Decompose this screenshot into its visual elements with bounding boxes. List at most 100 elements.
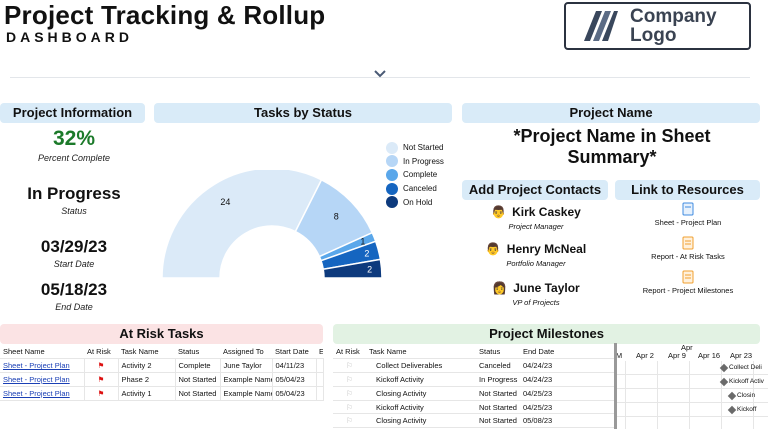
milestone-diamond[interactable]: [719, 363, 729, 373]
contact-role: VP of Projects: [512, 298, 560, 307]
sheet-link[interactable]: Sheet - Project Plan: [0, 386, 85, 401]
milestone-diamond[interactable]: [727, 405, 737, 415]
tasks-by-status-header: Tasks by Status: [154, 103, 452, 123]
gantt-month-label: Apr: [681, 343, 693, 352]
column-header[interactable]: Sheet Name: [0, 345, 84, 360]
start-date-caption: Start Date: [53, 259, 95, 269]
assigned-cell[interactable]: Example Name: [220, 386, 273, 401]
avatar-icon: 👨: [491, 205, 507, 219]
sheet-icon: [682, 202, 694, 216]
gantt-row[interactable]: Kickoff Activ: [617, 375, 768, 389]
resource-link-label[interactable]: Report - Project Milestones: [642, 286, 734, 295]
chart-slice-not-started[interactable]: [161, 170, 323, 279]
end-date-cell[interactable]: 04/25/23: [520, 386, 615, 401]
at-risk-flag-icon[interactable]: ⚐: [333, 413, 366, 429]
at-risk-flag-icon[interactable]: ⚑: [84, 386, 119, 401]
status-cell[interactable]: Not Started: [175, 386, 221, 401]
status-value: In Progress: [27, 184, 121, 203]
column-header[interactable]: Status: [476, 345, 520, 360]
legend-label-in-progress: In Progress: [403, 156, 444, 166]
chevron-down-icon[interactable]: [372, 69, 388, 79]
status-cell[interactable]: In Progress: [476, 372, 520, 387]
table-row[interactable]: ⚐ Kickoff Activity Not Started 04/25/23: [333, 400, 615, 415]
table-row[interactable]: Sheet - Project Plan ⚑ Activity 1 Not St…: [0, 386, 324, 401]
resource-link[interactable]: Sheet - Project Plan: [616, 202, 760, 227]
status-cell[interactable]: Complete: [175, 358, 221, 374]
gantt-row[interactable]: [617, 417, 768, 429]
task-name-cell[interactable]: Activity 2: [118, 358, 176, 374]
column-header[interactable]: Task Name: [118, 345, 175, 360]
column-header[interactable]: Status: [175, 345, 220, 360]
project-information-header: Project Information: [0, 103, 145, 123]
end-date-cell[interactable]: 04/24/23: [520, 358, 615, 374]
status-cell[interactable]: Not Started: [476, 386, 520, 401]
resource-link[interactable]: Report - Project Milestones: [616, 270, 760, 295]
table-row[interactable]: ⚐ Closing Activity Not Started 04/25/23: [333, 386, 615, 401]
legend-swatch-complete: [386, 168, 398, 181]
end-date-value: 05/18/23: [40, 280, 108, 299]
status-cell[interactable]: Not Started: [476, 400, 520, 415]
end-date-cell[interactable]: 05/08/23: [520, 413, 615, 429]
resources-header: Link to Resources: [615, 180, 760, 200]
at-risk-flag-icon[interactable]: ⚑: [84, 358, 119, 374]
at-risk-flag-icon[interactable]: ⚐: [333, 358, 366, 374]
status-cell[interactable]: Not Started: [476, 413, 520, 429]
project-name-value: *Project Name in Sheet Summary*: [513, 126, 711, 167]
resource-link-label[interactable]: Sheet - Project Plan: [654, 218, 722, 227]
legend-swatch-on-hold: [386, 196, 398, 209]
at-risk-flag-icon[interactable]: ⚐: [333, 372, 366, 387]
table-row[interactable]: ⚐ Collect Deliverables Canceled 04/24/23: [333, 358, 615, 374]
end-date-cell[interactable]: 04/25/23: [520, 400, 615, 415]
gantt-week-label: M: [615, 351, 623, 360]
milestones-gantt[interactable]: Apr M Apr 2 Apr 9 Apr 16 Apr 23 Ap Colle…: [614, 343, 768, 429]
task-name-cell[interactable]: Kickoff Activity: [366, 372, 476, 387]
sheet-link[interactable]: Sheet - Project Plan: [0, 372, 85, 387]
column-header[interactable]: At Risk: [333, 345, 366, 360]
table-row[interactable]: ⚐ Closing Activity Not Started 05/08/23: [333, 413, 615, 429]
at-risk-flag-icon[interactable]: ⚐: [333, 400, 366, 415]
table-row[interactable]: Sheet - Project Plan ⚑ Activity 2 Comple…: [0, 358, 324, 374]
milestone-diamond[interactable]: [719, 377, 729, 387]
gantt-week-label: Apr 16: [697, 351, 721, 360]
column-header[interactable]: End Date: [520, 345, 615, 360]
task-name-cell[interactable]: Closing Activity: [366, 413, 476, 429]
legend-label-canceled: Canceled: [403, 184, 437, 194]
assigned-cell[interactable]: Example Name: [220, 372, 273, 387]
end-date-cell[interactable]: [316, 372, 324, 387]
page-subtitle: DASHBOARD: [6, 29, 133, 45]
table-row[interactable]: Sheet - Project Plan ⚑ Phase 2 Not Start…: [0, 372, 324, 387]
column-header[interactable]: Task Name: [366, 345, 476, 360]
gantt-row[interactable]: Closin: [617, 389, 768, 403]
column-header[interactable]: Assigned To: [220, 345, 272, 360]
gantt-row[interactable]: Kickoff: [617, 403, 768, 417]
table-row[interactable]: ⚐ Kickoff Activity In Progress 04/24/23: [333, 372, 615, 387]
start-date-cell[interactable]: 05/04/23: [272, 372, 317, 387]
chart-slice-on-hold[interactable]: [322, 258, 383, 279]
gantt-row[interactable]: Collect Deli: [617, 361, 768, 375]
assigned-cell[interactable]: June Taylor: [220, 358, 273, 374]
sheet-link[interactable]: Sheet - Project Plan: [0, 358, 85, 374]
task-name-cell[interactable]: Kickoff Activity: [366, 400, 476, 415]
status-cell[interactable]: Not Started: [175, 372, 221, 387]
start-date-cell[interactable]: 05/04/23: [272, 386, 317, 401]
task-name-cell[interactable]: Phase 2: [118, 372, 176, 387]
column-header[interactable]: Start Date: [272, 345, 316, 360]
end-date-cell[interactable]: [316, 386, 324, 401]
task-name-cell[interactable]: Activity 1: [118, 386, 176, 401]
end-date-cell[interactable]: 04/24/23: [520, 372, 615, 387]
status-cell[interactable]: Canceled: [476, 358, 520, 374]
legend-label-complete: Complete: [403, 170, 438, 180]
at-risk-flag-icon[interactable]: ⚑: [84, 372, 119, 387]
start-date-cell[interactable]: 04/11/23: [272, 358, 317, 374]
task-name-cell[interactable]: Collect Deliverables: [366, 358, 476, 374]
at-risk-tasks-header: At Risk Tasks: [0, 324, 323, 344]
column-header[interactable]: At Risk: [84, 345, 118, 360]
milestone-diamond[interactable]: [727, 391, 737, 401]
resource-link-label[interactable]: Report - At Risk Tasks: [651, 252, 725, 261]
contact-name: Henry McNeal: [506, 242, 587, 256]
resource-link[interactable]: Report - At Risk Tasks: [616, 236, 760, 261]
column-header[interactable]: E: [316, 345, 323, 360]
end-date-cell[interactable]: [316, 358, 324, 374]
at-risk-flag-icon[interactable]: ⚐: [333, 386, 366, 401]
task-name-cell[interactable]: Closing Activity: [366, 386, 476, 401]
